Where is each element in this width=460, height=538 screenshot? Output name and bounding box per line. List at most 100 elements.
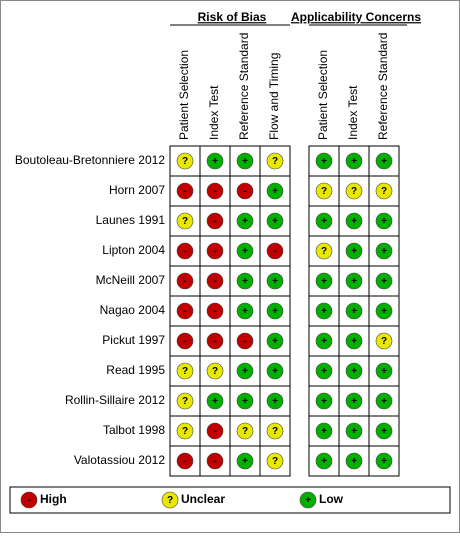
rating-dot [206, 332, 224, 350]
rating-symbol: ? [212, 366, 218, 377]
rating-dot [236, 362, 254, 380]
rating-symbol: - [213, 276, 216, 287]
study-label: Read 1995 [106, 363, 165, 377]
rating-dot [236, 452, 254, 470]
rating-symbol: + [381, 456, 387, 467]
rating-symbol: ? [182, 396, 188, 407]
study-label: Lipton 2004 [102, 243, 165, 257]
rating-dot [375, 212, 393, 230]
rating-dot [206, 422, 224, 440]
legend-label: High [40, 492, 67, 506]
rating-symbol: - [183, 336, 186, 347]
rating-symbol: + [351, 336, 357, 347]
rating-symbol: + [381, 216, 387, 227]
rating-dot [176, 362, 194, 380]
rating-symbol: + [272, 366, 278, 377]
rating-symbol: + [212, 396, 218, 407]
rating-dot [266, 302, 284, 320]
rating-dot [176, 272, 194, 290]
study-label: Valotassiou 2012 [74, 453, 166, 467]
rating-dot [266, 242, 284, 260]
rating-symbol: - [183, 276, 186, 287]
rating-dot [345, 362, 363, 380]
rating-dot [375, 272, 393, 290]
column-label: Reference Standard [376, 33, 390, 140]
rating-dot [375, 392, 393, 410]
rating-symbol: ? [381, 336, 387, 347]
rating-dot [236, 152, 254, 170]
rating-symbol: - [243, 336, 246, 347]
rating-symbol: - [213, 456, 216, 467]
rating-symbol: + [321, 336, 327, 347]
rating-symbol: + [242, 306, 248, 317]
rating-symbol: + [321, 456, 327, 467]
rating-dot [345, 452, 363, 470]
rating-dot [315, 452, 333, 470]
rating-dot [375, 182, 393, 200]
rating-dot [176, 452, 194, 470]
rating-dot [315, 302, 333, 320]
rating-symbol: - [183, 246, 186, 257]
grid-box [308, 145, 400, 477]
column-label: Index Test [346, 85, 360, 140]
rating-dot [236, 422, 254, 440]
rating-symbol: + [351, 216, 357, 227]
rating-symbol: ? [182, 216, 188, 227]
rating-dot [375, 242, 393, 260]
rating-dot [206, 362, 224, 380]
rating-symbol: + [242, 156, 248, 167]
rating-dot [206, 452, 224, 470]
rating-symbol: + [351, 156, 357, 167]
rating-dot [345, 242, 363, 260]
rating-dot [206, 182, 224, 200]
rating-dot [206, 242, 224, 260]
legend-symbol: + [305, 495, 311, 506]
rating-symbol: + [381, 426, 387, 437]
rating-dot [375, 152, 393, 170]
rating-symbol: + [321, 306, 327, 317]
rating-dot [206, 302, 224, 320]
rating-dot [176, 182, 194, 200]
rating-symbol: + [381, 366, 387, 377]
rating-dot [236, 302, 254, 320]
rating-symbol: + [321, 396, 327, 407]
rating-dot [266, 422, 284, 440]
rating-dot [315, 152, 333, 170]
rating-symbol: + [242, 366, 248, 377]
study-label: Horn 2007 [109, 183, 165, 197]
rating-symbol: + [321, 276, 327, 287]
rating-dot [375, 302, 393, 320]
rating-dot [236, 242, 254, 260]
group-title: Risk of Bias [198, 10, 267, 24]
rating-dot [176, 242, 194, 260]
rating-symbol: ? [242, 426, 248, 437]
rating-symbol: + [272, 216, 278, 227]
legend-symbol: - [27, 495, 30, 506]
rating-dot [266, 452, 284, 470]
rating-dot [345, 302, 363, 320]
rating-dot [236, 182, 254, 200]
rating-dot [345, 332, 363, 350]
column-label: Index Test [207, 85, 221, 140]
legend-dot [161, 491, 179, 509]
rating-dot [236, 212, 254, 230]
rating-symbol: - [273, 246, 276, 257]
rating-dot [345, 212, 363, 230]
rating-dot [236, 392, 254, 410]
legend-dot [299, 491, 317, 509]
rating-symbol: ? [351, 186, 357, 197]
rating-dot [176, 332, 194, 350]
study-label: Nagao 2004 [100, 303, 166, 317]
rating-symbol: ? [182, 426, 188, 437]
rating-symbol: ? [321, 186, 327, 197]
rating-symbol: + [381, 396, 387, 407]
rating-symbol: - [213, 426, 216, 437]
rating-dot [345, 182, 363, 200]
rating-symbol: - [243, 186, 246, 197]
rating-symbol: + [381, 306, 387, 317]
rating-dot [206, 212, 224, 230]
legend-box [9, 486, 451, 514]
legend-label: Low [319, 492, 344, 506]
study-label: Talbot 1998 [103, 423, 165, 437]
